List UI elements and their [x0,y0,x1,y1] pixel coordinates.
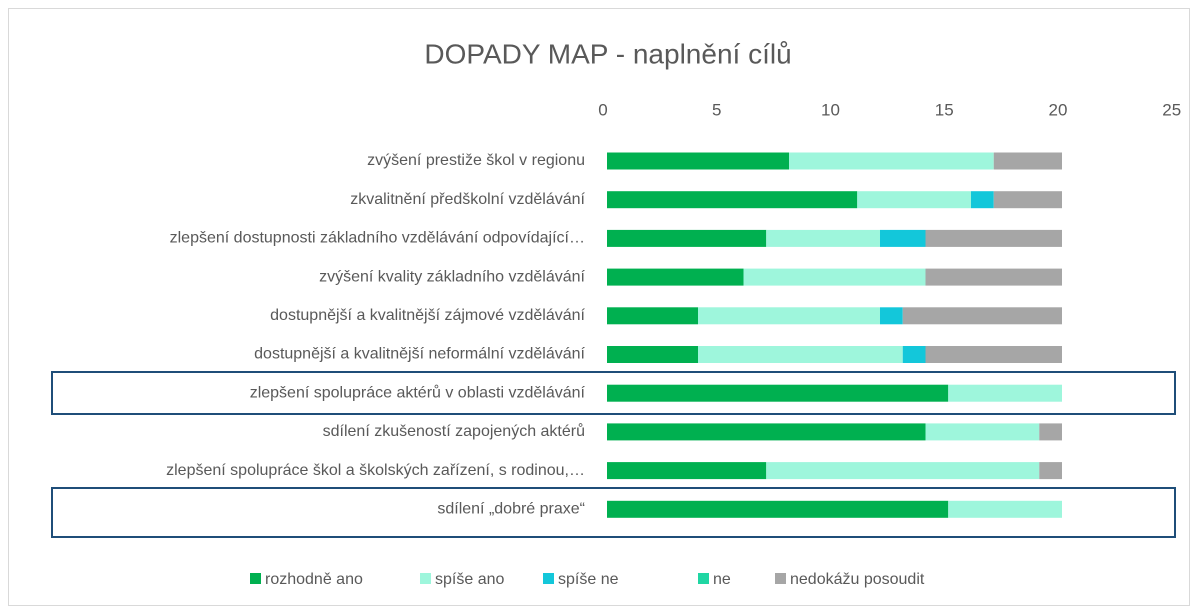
bar-segment [698,346,903,363]
bar-segment [880,307,903,325]
bar-segment [743,268,926,286]
bar-segment [925,268,1062,286]
bar-segment [698,307,880,325]
category-label: sdílení „dobré praxe“ [437,501,585,518]
bar-segment [925,229,1062,247]
bar-segment [993,191,1062,209]
bar-segment [607,462,767,480]
legend-swatch [250,573,261,584]
bar-segment [607,268,744,286]
legend-swatch [775,573,786,584]
bar-segment [766,229,880,247]
bar-segment [607,500,949,518]
x-tick-label: 10 [821,100,840,119]
bar-segment [766,462,1040,480]
category-label: zvýšení kvality základního vzdělávání [319,268,585,285]
bar-segment [971,191,994,209]
bar-segment [902,307,1062,325]
legend-label: spíše ne [558,571,619,588]
bar-segment [607,384,949,402]
bar-segment [607,346,698,363]
bar-segment [1039,462,1062,480]
bar-segment [857,191,971,209]
legend-label: nedokážu posoudit [790,571,925,588]
bar-segment [789,152,994,170]
x-tick-label: 25 [1162,100,1181,119]
highlight-box [51,487,1176,538]
bar-segment [948,384,1062,402]
x-tick-label: 15 [935,100,954,119]
x-tick-label: 0 [598,100,607,119]
category-label: zkvalitnění předškolní vzdělávání [350,191,585,208]
bar-segment [993,152,1062,170]
bar-segment [925,346,1062,363]
bar-segment [607,191,858,209]
x-tick-label: 5 [712,100,721,119]
legend-label: spíše ano [435,571,504,588]
category-label: dostupnější a kvalitnější zájmové vzdělá… [270,307,585,324]
bar-segment [607,307,698,325]
bar-segment [925,423,1040,441]
legend-swatch [420,573,431,584]
category-label: zlepšení spolupráce aktérů v oblasti vzd… [250,383,586,401]
category-label: zlepšení spolupráce škol a školských zař… [166,462,585,479]
category-label: dostupnější a kvalitnější neformální vzd… [254,346,585,363]
bar-segment [607,152,789,170]
legend-label: rozhodně ano [265,571,363,588]
bar-segment [1039,423,1062,441]
x-tick-label: 20 [1049,100,1068,119]
bar-segment [902,346,926,363]
bar-segment [948,500,1062,518]
category-label: zlepšení dostupnosti základního vzdělává… [170,230,585,247]
legend-swatch [698,573,709,584]
legend-swatch [543,573,554,584]
chart-title: DOPADY MAP - naplnění cílů [424,38,791,69]
bar-segment [607,423,926,441]
highlight-box [51,371,1176,415]
category-label: zvýšení prestiže škol v regionu [367,152,585,169]
bar-segment [607,229,767,247]
category-label: sdílení zkušeností zapojených aktérů [323,422,585,440]
bar-segment [880,229,926,247]
legend-label: ne [713,571,731,588]
